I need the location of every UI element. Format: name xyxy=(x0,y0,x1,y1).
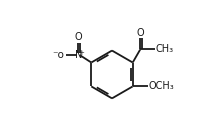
Text: ⁻o: ⁻o xyxy=(52,50,64,60)
Text: CH₃: CH₃ xyxy=(156,44,174,55)
Text: OCH₃: OCH₃ xyxy=(149,81,174,91)
Text: +: + xyxy=(78,50,84,56)
Text: N: N xyxy=(75,50,82,60)
Text: O: O xyxy=(136,28,144,38)
Text: O: O xyxy=(74,32,82,42)
